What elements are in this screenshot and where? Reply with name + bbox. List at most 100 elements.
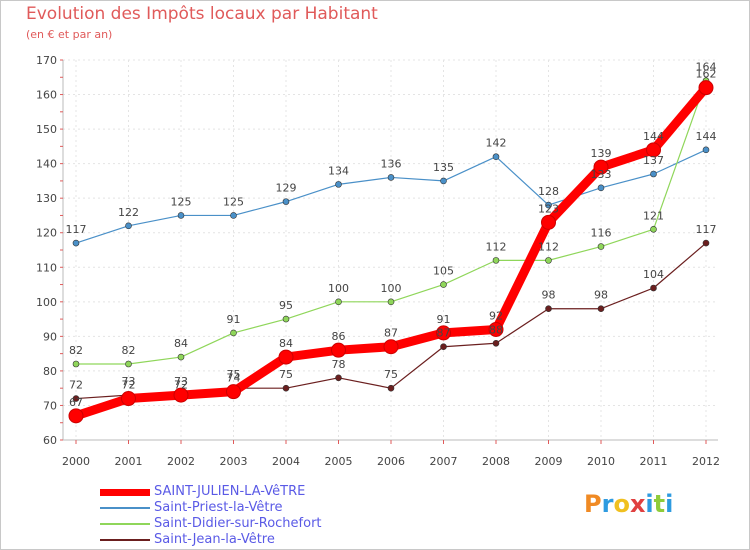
data-point: [597, 243, 605, 250]
data-point: [492, 257, 500, 264]
data-point: [702, 146, 710, 154]
data-label: 87: [437, 327, 451, 340]
logo-letter: i: [665, 490, 674, 518]
data-label: 104: [643, 268, 664, 281]
data-label: 129: [276, 182, 297, 195]
data-label: 84: [174, 337, 188, 350]
data-label: 117: [66, 223, 87, 236]
data-point: [278, 349, 294, 365]
data-label: 86: [332, 330, 346, 343]
data-point: [230, 212, 237, 219]
data-point: [593, 159, 609, 175]
data-label: 164: [696, 61, 717, 74]
x-tick-label: 2010: [587, 455, 615, 468]
data-point: [331, 342, 346, 358]
data-label: 134: [328, 164, 349, 177]
data-label: 75: [279, 368, 293, 381]
legend-label-saint-priest: Saint-Priest-la-Vêtre: [154, 500, 283, 515]
y-tick-label: 140: [36, 158, 57, 171]
data-point: [72, 395, 80, 402]
x-tick-label: 2001: [115, 455, 143, 468]
data-point: [335, 298, 342, 306]
data-label: 72: [69, 379, 83, 392]
data-point: [173, 387, 189, 403]
data-point: [72, 360, 80, 368]
data-point: [545, 305, 552, 313]
data-label: 87: [384, 327, 398, 340]
data-point: [335, 374, 342, 382]
data-point: [383, 339, 399, 355]
data-label: 100: [381, 282, 402, 295]
data-point: [230, 329, 237, 337]
data-label: 82: [122, 344, 136, 357]
data-label: 75: [384, 368, 398, 381]
y-tick-label: 150: [36, 123, 57, 136]
data-point: [436, 325, 451, 341]
y-tick-label: 60: [43, 434, 57, 447]
data-label: 133: [591, 168, 612, 181]
data-label: 75: [227, 368, 241, 381]
y-tick-label: 120: [36, 227, 57, 240]
data-label: 122: [118, 206, 139, 219]
data-label: 136: [381, 157, 402, 170]
data-label: 139: [591, 147, 612, 160]
legend-swatch-saint-julien: [100, 489, 150, 496]
data-point: [541, 214, 556, 230]
data-label: 144: [696, 130, 717, 143]
data-label: 91: [437, 313, 451, 326]
data-label: 116: [591, 227, 612, 240]
x-tick-label: 2000: [62, 455, 90, 468]
data-point: [226, 384, 241, 400]
data-label: 73: [122, 375, 136, 388]
legend-swatch-saint-priest: [100, 507, 150, 509]
data-point: [440, 177, 447, 185]
legend-label-saint-jean: Saint-Jean-la-Vêtre: [154, 532, 275, 547]
y-tick-label: 170: [36, 54, 57, 67]
logo-letter: i: [645, 490, 654, 518]
data-point: [492, 339, 500, 347]
legend-swatch-saint-jean: [100, 539, 150, 541]
legend-label-saint-didier: Saint-Didier-sur-Rochefort: [154, 516, 322, 531]
logo-letter: r: [601, 490, 614, 518]
data-point: [597, 184, 605, 192]
data-label: 84: [279, 337, 293, 350]
logo-letter: P: [584, 490, 602, 518]
data-point: [282, 384, 290, 392]
data-label: 98: [542, 289, 556, 302]
data-point: [492, 153, 500, 161]
chart-subtitle: (en € et par an): [26, 28, 113, 41]
data-point: [488, 321, 504, 337]
data-point: [650, 170, 657, 178]
data-label: 72: [122, 379, 136, 392]
x-tick-label: 2008: [482, 455, 510, 468]
data-label: 112: [486, 240, 507, 253]
data-label: 88: [489, 323, 503, 336]
data-point: [125, 222, 132, 230]
data-label: 100: [328, 282, 349, 295]
logo-letter: o: [613, 490, 630, 518]
data-label: 72: [174, 379, 188, 392]
data-label: 142: [486, 137, 507, 150]
x-tick-label: 2002: [167, 455, 195, 468]
x-tick-label: 2006: [377, 455, 405, 468]
x-tick-label: 2004: [272, 455, 300, 468]
data-point: [387, 298, 395, 306]
chart-title: Evolution des Impôts locaux par Habitant: [26, 4, 378, 24]
data-label: 95: [279, 299, 293, 312]
data-point: [125, 360, 132, 368]
data-point: [545, 201, 552, 209]
data-point: [282, 198, 290, 205]
data-point: [650, 284, 657, 292]
data-point: [68, 408, 84, 424]
legend-label-saint-julien: SAINT-JULIEN-LA-VêTRE: [154, 484, 306, 499]
data-label: 128: [538, 185, 559, 198]
data-label: 144: [643, 130, 664, 143]
data-point: [698, 80, 714, 96]
x-tick-label: 2005: [325, 455, 353, 468]
data-label: 162: [696, 68, 717, 81]
data-point: [72, 239, 80, 247]
y-tick-label: 160: [36, 89, 57, 102]
y-tick-label: 80: [43, 365, 57, 378]
